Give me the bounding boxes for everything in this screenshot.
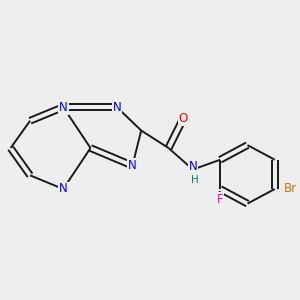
Text: H: H xyxy=(191,175,199,185)
Text: F: F xyxy=(217,193,224,206)
Text: N: N xyxy=(188,160,197,173)
Text: Br: Br xyxy=(284,182,297,196)
Text: N: N xyxy=(59,100,68,114)
Text: N: N xyxy=(59,182,68,196)
Text: O: O xyxy=(178,112,188,125)
Text: N: N xyxy=(128,159,137,172)
Text: N: N xyxy=(112,100,121,114)
